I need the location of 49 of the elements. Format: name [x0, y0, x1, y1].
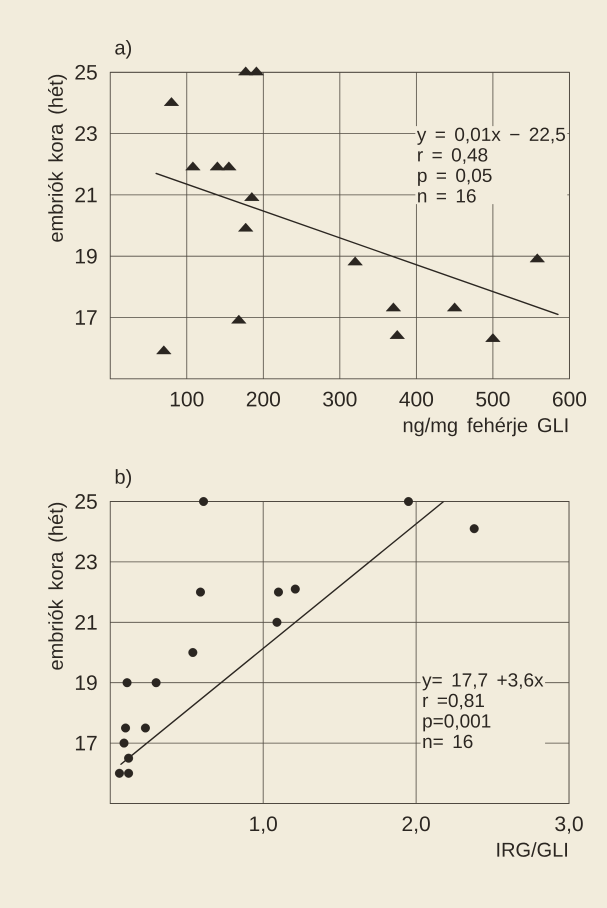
y-tick-label: 17: [76, 310, 96, 325]
y-tick-label: 19: [76, 248, 96, 264]
chart-title: b): [116, 469, 131, 488]
x-axis-title: IRG/GLI: [497, 842, 567, 857]
point: [120, 723, 130, 732]
y-tick-label: 21: [75, 188, 96, 202]
x-tick-label: 500: [476, 392, 510, 407]
point: [119, 738, 128, 748]
y-tick-label: 25: [75, 64, 97, 80]
point: [290, 584, 300, 594]
point: [470, 524, 478, 534]
annotation: r =0,81: [423, 694, 484, 710]
point: [196, 588, 205, 597]
y-tick-label: 23: [75, 126, 97, 142]
y-tick-label: 21: [75, 614, 96, 630]
point: [140, 723, 150, 732]
chart-title: a): [115, 40, 131, 59]
x-tick-label: 400: [399, 392, 433, 407]
x-tick-label: 2,0: [402, 816, 430, 834]
x-tick-label: 300: [322, 392, 356, 407]
annotation: p = 0,05: [418, 168, 492, 186]
point: [198, 496, 208, 506]
x-axis-title: ng/mg fehérje GLI: [404, 417, 568, 436]
point: [124, 754, 133, 763]
x-tick-label: 3,0: [555, 816, 583, 834]
point: [404, 496, 413, 506]
point: [122, 678, 132, 688]
y-tick-label: 23: [75, 554, 97, 570]
x-tick-label: 1,0: [250, 816, 277, 834]
x-tick-label: 100: [170, 392, 204, 407]
point: [274, 588, 283, 597]
annotation: r = 0,48: [418, 148, 488, 164]
point: [151, 678, 160, 688]
x-tick-label: 200: [246, 392, 280, 407]
point: [114, 768, 124, 778]
annotation: y = 0,01x − 22,5: [416, 128, 565, 145]
y-axis-title: embriók kora (hét): [48, 502, 67, 670]
annotation: p=0,001: [423, 714, 490, 732]
annotation: y= 17,7 +3,6x: [422, 673, 544, 690]
point: [272, 618, 282, 627]
annotation: n= 16: [423, 734, 472, 748]
y-axis-title: embriók kora (hét): [48, 74, 67, 242]
point: [124, 768, 133, 778]
y-tick-label: 17: [76, 736, 96, 750]
annotation: n = 16: [418, 189, 476, 203]
y-tick-label: 25: [75, 494, 97, 509]
point: [188, 648, 198, 657]
y-tick-label: 19: [76, 675, 96, 690]
x-tick-label: 600: [552, 392, 586, 407]
